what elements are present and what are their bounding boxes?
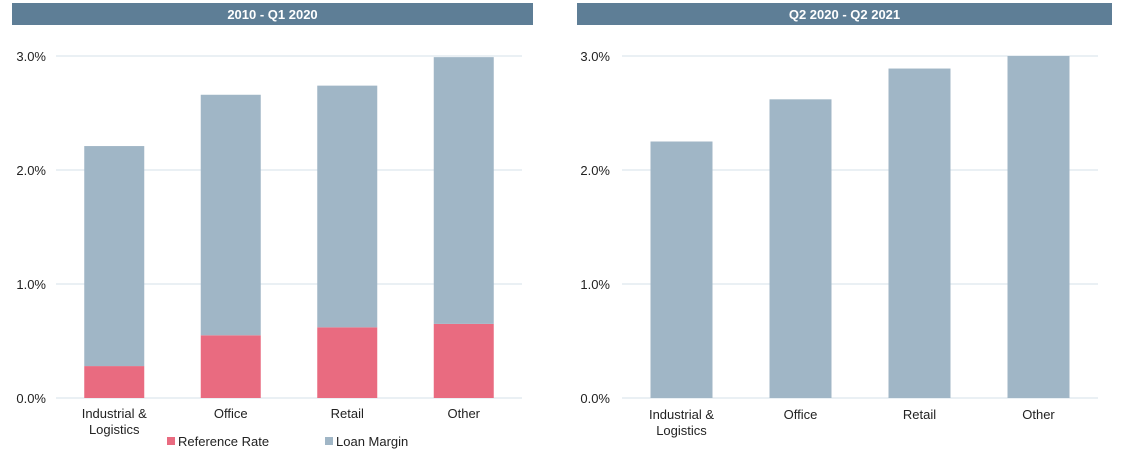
x-category-label: Industrial & Logistics bbox=[649, 407, 714, 438]
x-category-label: Other bbox=[1022, 407, 1055, 422]
bar-value bbox=[769, 99, 832, 398]
bar-reference-rate bbox=[317, 327, 378, 398]
legend-label: Reference Rate bbox=[178, 434, 269, 449]
bar-value bbox=[650, 141, 713, 398]
x-category-label-line: Other bbox=[447, 406, 480, 421]
bar-reference-rate bbox=[84, 366, 145, 398]
x-category-label: Office bbox=[214, 406, 248, 421]
y-tick-label: 3.0% bbox=[16, 49, 46, 64]
y-tick-label: 3.0% bbox=[580, 49, 610, 64]
bar-value bbox=[888, 68, 951, 398]
y-tick-label: 1.0% bbox=[580, 277, 610, 292]
y-tick-label: 2.0% bbox=[16, 163, 46, 178]
y-tick-label: 0.0% bbox=[580, 391, 610, 406]
x-category-label-line: Logistics bbox=[656, 423, 707, 438]
y-tick-label: 2.0% bbox=[580, 163, 610, 178]
bar-reference-rate bbox=[200, 335, 261, 398]
bar-loan-margin bbox=[200, 94, 261, 336]
x-category-label: Industrial & Logistics bbox=[82, 406, 147, 437]
x-category-label-line: Retail bbox=[331, 406, 364, 421]
y-tick-label: 1.0% bbox=[16, 277, 46, 292]
legend-swatch bbox=[325, 437, 333, 445]
bar-loan-margin bbox=[317, 85, 378, 328]
x-category-label-line: Office bbox=[784, 407, 818, 422]
bar-reference-rate bbox=[433, 323, 494, 398]
chart-title-left: 2010 - Q1 2020 bbox=[12, 3, 533, 25]
x-category-label: Retail bbox=[331, 406, 364, 421]
x-category-label-line: Other bbox=[1022, 407, 1055, 422]
x-category-label-line: Office bbox=[214, 406, 248, 421]
y-tick-label: 0.0% bbox=[16, 391, 46, 406]
x-category-label: Retail bbox=[903, 407, 936, 422]
x-category-label: Other bbox=[447, 406, 480, 421]
x-category-label-line: Industrial & bbox=[649, 407, 714, 422]
x-category-label-line: Logistics bbox=[89, 422, 140, 437]
legend-swatch bbox=[167, 437, 175, 445]
x-category-label: Office bbox=[784, 407, 818, 422]
bar-loan-margin bbox=[433, 57, 494, 324]
x-category-label-line: Retail bbox=[903, 407, 936, 422]
x-category-label-line: Industrial & bbox=[82, 406, 147, 421]
chart-title-right: Q2 2020 - Q2 2021 bbox=[577, 3, 1112, 25]
bar-loan-margin bbox=[84, 146, 145, 367]
legend-label: Loan Margin bbox=[336, 434, 408, 449]
bar-value bbox=[1007, 56, 1070, 398]
